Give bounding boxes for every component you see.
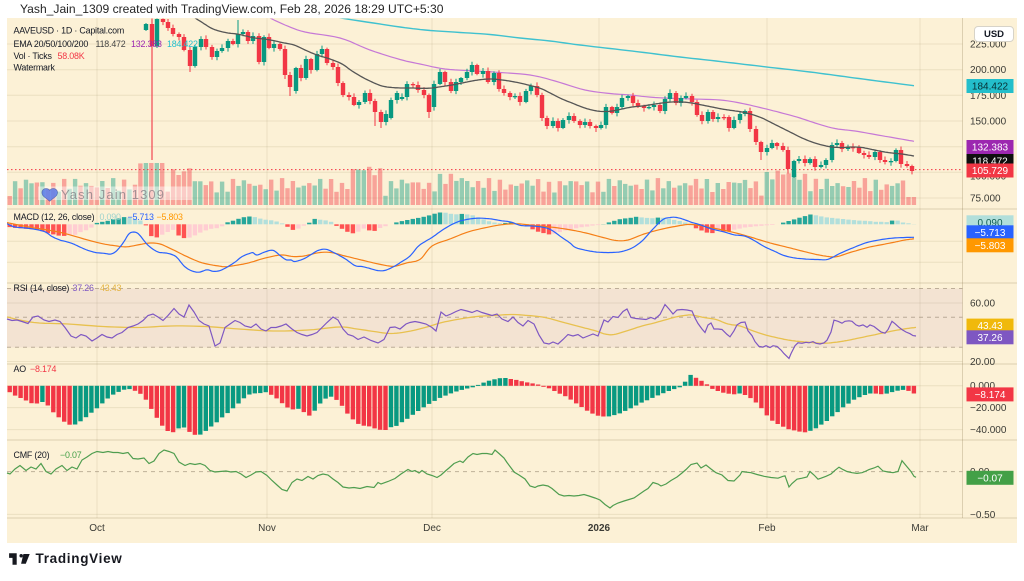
svg-text:EMA 20/50/100/200: EMA 20/50/100/200 <box>14 39 89 49</box>
svg-text:0.090: 0.090 <box>100 212 121 222</box>
svg-text:−5.803: −5.803 <box>157 212 183 222</box>
svg-text:20.00: 20.00 <box>970 357 995 368</box>
svg-text:2026: 2026 <box>588 523 611 534</box>
svg-text:43.43: 43.43 <box>977 321 1002 332</box>
svg-text:Dec: Dec <box>423 523 441 534</box>
svg-text:RSI (14, close): RSI (14, close) <box>14 283 70 293</box>
svg-text:USD: USD <box>984 29 1004 40</box>
svg-text:118.472: 118.472 <box>972 157 1008 168</box>
svg-text:AO: AO <box>14 364 27 374</box>
svg-text:−20.000: −20.000 <box>970 403 1007 414</box>
svg-text:AAVEUSD · 1D · Capital.com: AAVEUSD · 1D · Capital.com <box>14 26 125 36</box>
svg-text:Oct: Oct <box>89 523 105 534</box>
svg-text:Mar: Mar <box>911 523 929 534</box>
svg-text:−0.07: −0.07 <box>60 450 82 460</box>
svg-text:150.000: 150.000 <box>970 117 1007 128</box>
svg-text:75.000: 75.000 <box>970 194 1001 205</box>
svg-text:118.472: 118.472 <box>96 39 126 49</box>
svg-text:−5.713: −5.713 <box>128 212 154 222</box>
svg-text:225.000: 225.000 <box>970 40 1007 51</box>
svg-text:CMF (20): CMF (20) <box>14 450 50 460</box>
svg-text:175.000: 175.000 <box>970 91 1007 102</box>
svg-text:0.000: 0.000 <box>970 381 995 392</box>
svg-text:Yash Jain 1309: Yash Jain 1309 <box>61 187 165 202</box>
svg-text:200.000: 200.000 <box>970 65 1007 76</box>
svg-text:132.383: 132.383 <box>972 143 1009 154</box>
svg-text:TradingView: TradingView <box>36 551 123 566</box>
svg-text:−0.50: −0.50 <box>970 510 996 521</box>
svg-text:−5.713: −5.713 <box>975 228 1006 239</box>
svg-text:Nov: Nov <box>258 523 276 534</box>
svg-text:184.422: 184.422 <box>972 82 1009 93</box>
svg-text:Yash_Jain_1309 created with Tr: Yash_Jain_1309 created with TradingView.… <box>20 2 444 16</box>
svg-text:−0.07: −0.07 <box>977 473 1003 484</box>
svg-text:43.43: 43.43 <box>100 283 121 293</box>
svg-text:37.26: 37.26 <box>977 333 1002 344</box>
svg-text:−5.803: −5.803 <box>975 241 1006 252</box>
svg-text:−8.174: −8.174 <box>30 364 56 374</box>
svg-text:184.422: 184.422 <box>167 39 198 49</box>
svg-text:MACD (12, 26, close): MACD (12, 26, close) <box>14 212 95 222</box>
svg-text:−8.174: −8.174 <box>975 390 1006 401</box>
svg-text:37.26: 37.26 <box>73 283 94 293</box>
svg-text:Feb: Feb <box>758 523 776 534</box>
svg-text:−40.000: −40.000 <box>970 425 1007 436</box>
svg-text:Watermark: Watermark <box>14 63 56 73</box>
svg-text:132.383: 132.383 <box>131 39 162 49</box>
svg-text:Vol · Ticks: Vol · Ticks <box>14 51 53 61</box>
svg-text:105.729: 105.729 <box>972 166 1009 177</box>
svg-text:0.090: 0.090 <box>977 218 1002 229</box>
svg-text:60.00: 60.00 <box>970 299 995 310</box>
svg-text:58.08K: 58.08K <box>58 51 85 61</box>
